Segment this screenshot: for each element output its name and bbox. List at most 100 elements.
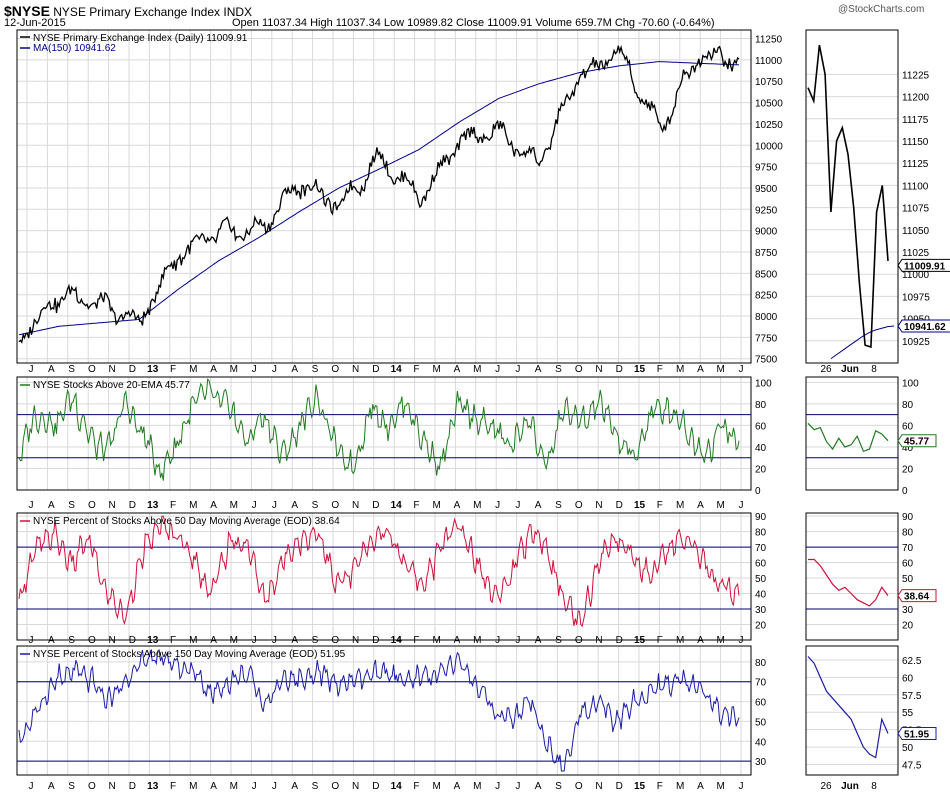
x-tick-label: N [109, 635, 116, 646]
ema20-value-tag: 45.77 [904, 437, 929, 448]
ma50-zoom-ytick-label: 20 [902, 621, 914, 632]
price-line [18, 44, 740, 344]
zoom-ma-value-tag: 10941.62 [904, 322, 946, 333]
x-tick-label: J [739, 635, 744, 646]
x-tick-label: O [331, 781, 339, 792]
legend-ma: MA(150) 10941.62 [33, 43, 116, 54]
x-tick-label: A [291, 781, 298, 792]
x-tick-label: D [372, 781, 379, 792]
x-tick-label: S [312, 781, 319, 792]
zoom-price-line [807, 44, 889, 349]
price-zoom-ytick-label: 11225 [902, 70, 930, 81]
x-tick-label: F [413, 500, 419, 511]
x-tick-label: 15 [634, 364, 646, 375]
x-tick-label: M [230, 364, 238, 375]
x-tick-label: A [48, 500, 55, 511]
ma50-ytick-label: 80 [755, 528, 767, 539]
x-tick-label: O [575, 781, 583, 792]
x-tick-label: J [252, 500, 257, 511]
ma50-zoom-ytick-label: 70 [902, 543, 914, 554]
x-tick-label: A [697, 364, 704, 375]
price-ytick-label: 11250 [755, 35, 783, 46]
ema20-zoom-ytick-label: 60 [902, 421, 914, 432]
x-tick-label: M [189, 781, 197, 792]
x-tick-label: M [717, 635, 725, 646]
ma50-ytick-label: 50 [755, 574, 767, 585]
ema20-zoom-line [807, 422, 889, 453]
x-tick-label: J [495, 364, 500, 375]
x-tick-label: F [413, 364, 419, 375]
x-tick-label: J [29, 364, 34, 375]
x-tick-label: J [29, 500, 34, 511]
ma50-zoom-ytick-label: 80 [902, 528, 914, 539]
x-tick-label: J [515, 500, 520, 511]
ma50-ytick-label: 40 [755, 590, 767, 601]
x-tick-label: M [189, 500, 197, 511]
ma150-ytick-label: 60 [755, 698, 767, 709]
x-tick-label: N [595, 635, 602, 646]
x-tick-label: A [697, 500, 704, 511]
x-tick-label: 13 [147, 635, 159, 646]
ma50-zoom-ytick-label: 50 [902, 574, 914, 585]
x-tick-label: F [657, 364, 663, 375]
ma50-zoom-ytick-label: 90 [902, 512, 914, 523]
x-tick-label: F [413, 635, 419, 646]
price-ytick-label: 9750 [755, 163, 778, 174]
zoom-price-value-tag: 11009.91 [904, 261, 946, 272]
ma150-value-tag: 51.95 [904, 730, 929, 741]
ma50-value-tag: 38.64 [904, 592, 929, 603]
x-tick-label: O [88, 364, 96, 375]
x-tick-label: M [717, 500, 725, 511]
x-tick-label: A [535, 364, 542, 375]
ma150-panel-frame [16, 645, 752, 776]
x-tick-label: O [88, 635, 96, 646]
price-ytick-label: 11000 [755, 56, 783, 67]
x-tick-label: M [433, 781, 441, 792]
ema20-ytick-label: 40 [755, 443, 767, 454]
ma50-ytick-label: 30 [755, 605, 767, 616]
ma50-value-tag-box [897, 589, 937, 603]
x-tick-label: J [252, 364, 257, 375]
header-quote: Open 11037.34 High 11037.34 Low 10989.82… [232, 17, 715, 29]
x-tick-label: N [352, 635, 359, 646]
x-tick-label: F [657, 635, 663, 646]
x-tick-label: D [129, 635, 136, 646]
watermark: @StockCharts.com [838, 4, 925, 15]
ma50-legend: NYSE Percent of Stocks Above 50 Day Movi… [33, 516, 340, 527]
x-tick-label: D [129, 781, 136, 792]
x-tick-label: 14 [391, 364, 403, 375]
x-tick-label: D [616, 500, 623, 511]
x-tick-label: N [595, 364, 602, 375]
x-tick-label: J [272, 635, 277, 646]
x-tick-label: 14 [391, 781, 403, 792]
x-tick-label: M [433, 500, 441, 511]
x-tick-label: J [515, 364, 520, 375]
x-tick-label: M [433, 635, 441, 646]
price-ytick-label: 8250 [755, 291, 778, 302]
ma150-ytick-label: 70 [755, 678, 767, 689]
zoom-price-value-tag-box [897, 258, 950, 272]
price-zoom-ytick-label: 10975 [902, 292, 930, 303]
x-tick-label: M [676, 500, 684, 511]
x-tick-label: A [210, 364, 217, 375]
x-tick-label: A [210, 781, 217, 792]
ma50-zoom-frame [805, 512, 899, 641]
price-ytick-label: 8500 [755, 269, 778, 280]
price-ytick-label: 10750 [755, 77, 783, 88]
x-tick-label: A [535, 781, 542, 792]
x-tick-label: F [170, 364, 176, 375]
ema20-panel-frame [16, 376, 752, 491]
ma50-ytick-label: 20 [755, 621, 767, 632]
ma150-zoom-ytick-label: 55 [902, 708, 914, 719]
x-tick-label: J [29, 781, 34, 792]
ma150-zoom-ytick-label: 47.5 [902, 761, 922, 772]
zoom-ma-value-tag-box [897, 319, 950, 333]
price-ytick-label: 10500 [755, 99, 783, 110]
zoom-x-tick-label: 26 [820, 364, 832, 375]
ema20-zoom-ytick-label: 80 [902, 400, 914, 411]
ma150-ytick-label: 50 [755, 717, 767, 728]
ema20-ytick-label: 60 [755, 421, 767, 432]
x-tick-label: A [210, 500, 217, 511]
x-tick-label: A [454, 500, 461, 511]
zoom-ma150-line [830, 325, 895, 360]
